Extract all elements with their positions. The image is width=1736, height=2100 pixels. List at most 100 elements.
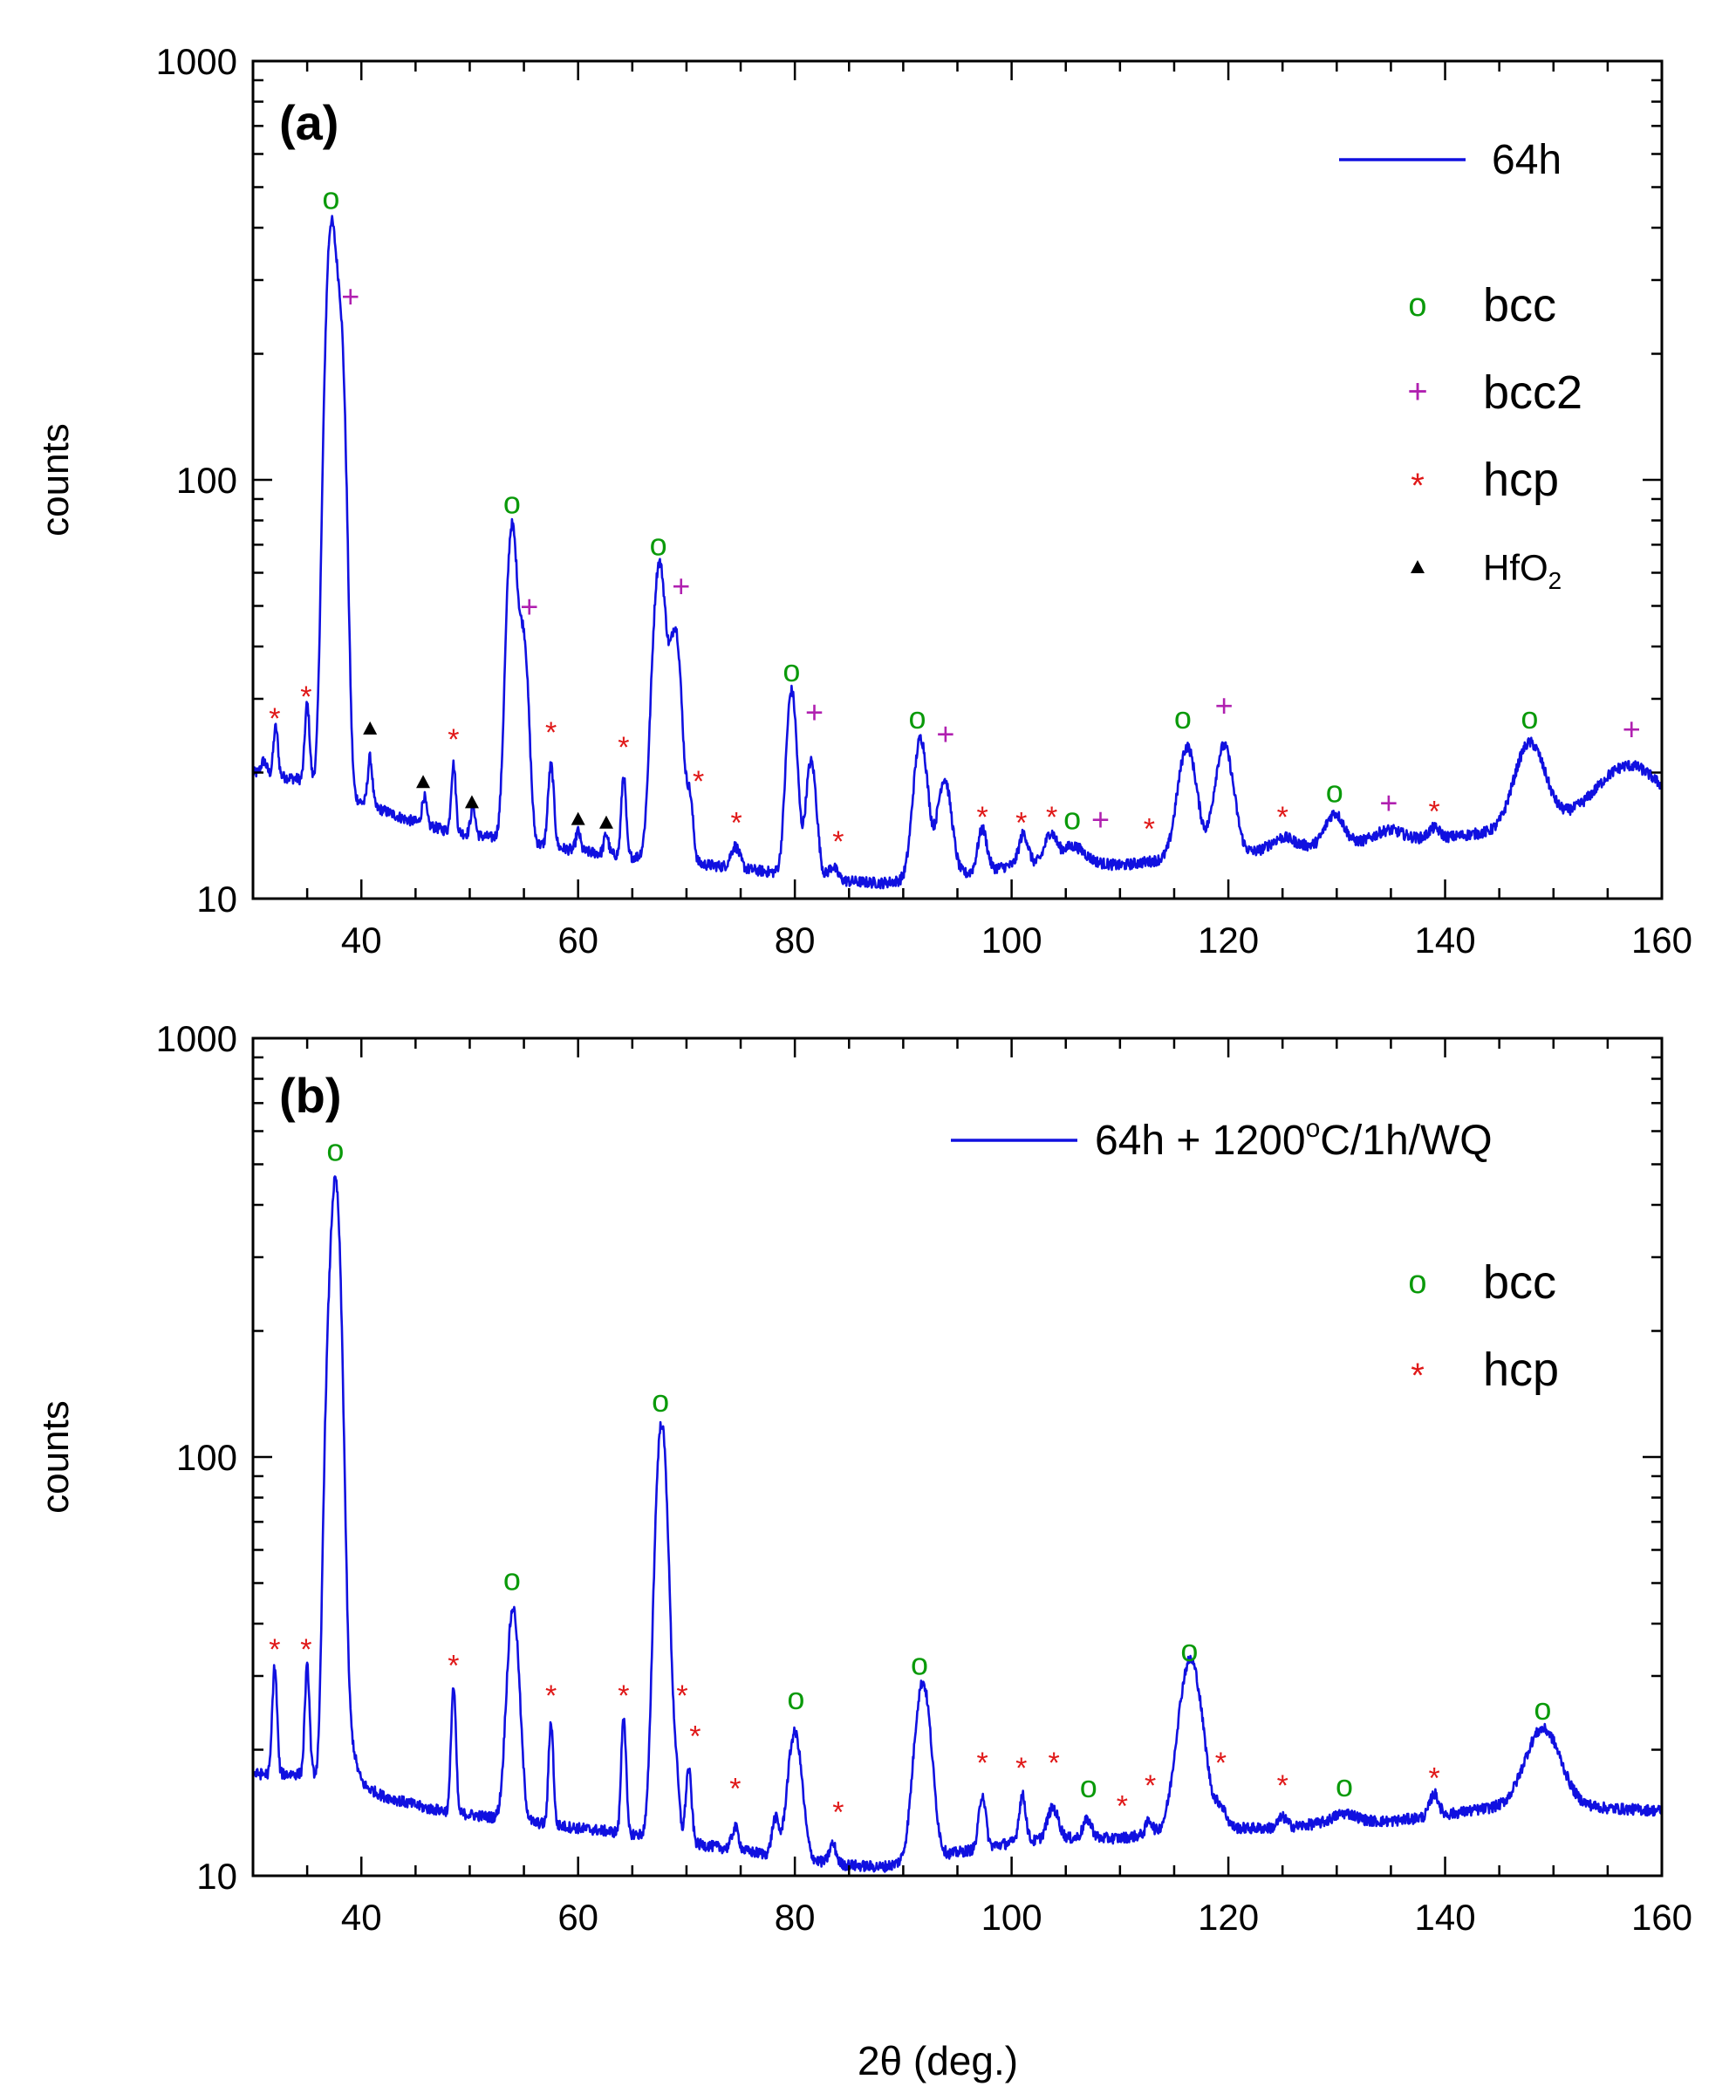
diffraction-curve [253, 1175, 1662, 1873]
x-tick-label: 120 [1198, 920, 1259, 961]
bcc-marker: o [1521, 700, 1538, 735]
hcp-marker: * [676, 1679, 687, 1713]
diffraction-curve [253, 215, 1662, 890]
hcp-marker: * [269, 1633, 280, 1666]
plot-frame [251, 1036, 1664, 1878]
y-tick-label: 1000 [156, 41, 237, 82]
bcc-marker: o [1534, 1691, 1551, 1727]
hcp-marker: * [618, 1679, 629, 1713]
legend-bcc2-label: bcc2 [1483, 366, 1582, 419]
bcc-marker: o [911, 1646, 928, 1682]
hcp-marker: * [832, 1796, 844, 1830]
hfo2-marker [464, 795, 479, 809]
hcp-marker: * [1277, 801, 1288, 834]
legend-label-superscript: o [1306, 1114, 1321, 1143]
y-axis-label: counts [34, 423, 77, 537]
hcp-marker: * [1046, 801, 1057, 834]
bcc-marker: o [503, 1561, 521, 1597]
hcp-marker: * [1117, 1789, 1128, 1823]
legend-bcc-label: bcc [1483, 279, 1556, 332]
bcc2-marker: + [341, 278, 359, 314]
legend-bcc-symbol: o [1408, 287, 1426, 324]
hcp-marker: * [1145, 1769, 1156, 1802]
bcc2-marker: + [1623, 711, 1641, 747]
hcp-marker: * [300, 1633, 311, 1666]
hcp-marker: * [448, 723, 459, 756]
bcc-marker: o [1326, 773, 1343, 809]
x-axis-label: 2θ (deg.) [858, 2038, 1018, 2083]
hcp-marker: * [976, 801, 988, 834]
legend-hcp-symbol: * [1411, 467, 1425, 505]
legend-hfo2-symbol [1411, 560, 1425, 573]
legend-hcp-label: hcp [1483, 454, 1559, 506]
hcp-marker: * [689, 1720, 701, 1754]
bcc2-marker: + [1091, 802, 1110, 838]
hcp-marker: * [1015, 807, 1027, 840]
bcc2-marker: + [1379, 784, 1398, 820]
y-axis-label: counts [34, 1400, 77, 1514]
hcp-marker: * [693, 765, 704, 798]
legend-hcp-label: hcp [1483, 1344, 1559, 1396]
x-tick-label: 160 [1631, 1897, 1692, 1938]
legend-label-part: C/1h/WQ [1320, 1118, 1492, 1164]
legend-label-subscript: 2 [1548, 567, 1562, 594]
legend-line-label: 64h [1492, 137, 1562, 183]
bcc-marker: o [1336, 1768, 1353, 1803]
x-tick-label: 100 [981, 1897, 1042, 1938]
bcc-marker: o [503, 485, 521, 521]
hcp-marker: * [1428, 796, 1439, 829]
x-tick-label: 80 [775, 1897, 816, 1938]
bcc2-marker: + [805, 694, 824, 729]
x-tick-label: 100 [981, 920, 1042, 961]
bcc-marker: o [1174, 700, 1192, 735]
bcc-marker: o [787, 1680, 804, 1716]
legend: 64h o bcc + bcc2 * hcp HfO2 [1339, 137, 1582, 594]
hcp-marker: * [618, 731, 629, 764]
hcp-marker: * [1048, 1747, 1059, 1780]
bcc-marker: o [652, 1383, 669, 1419]
x-tick-label: 60 [557, 920, 598, 961]
legend-hcp-symbol: * [1411, 1357, 1425, 1395]
bcc-marker: o [322, 180, 339, 215]
bcc-marker: o [783, 653, 800, 688]
hcp-marker: * [448, 1649, 459, 1682]
x-tick-label: 60 [557, 1897, 598, 1938]
panel-a: 40 60 80 100 120 140 160101001000counts(a)o+o+… [34, 41, 1692, 961]
x-tick-label: 140 [1414, 920, 1475, 961]
legend-line-label: 64h + 1200oC/1h/WQ [1095, 1114, 1493, 1164]
bcc-marker: o [650, 526, 667, 562]
hcp-marker: * [729, 1773, 741, 1806]
x-tick-label: 80 [775, 920, 816, 961]
legend-bcc-symbol: o [1408, 1264, 1426, 1301]
x-tick-label: 40 [341, 920, 382, 961]
hcp-marker: * [269, 702, 280, 735]
y-tick-label: 10 [196, 879, 237, 920]
panel-label: (b) [279, 1068, 342, 1123]
legend: 64h + 1200oC/1h/WQo bcc* hcp [951, 1114, 1559, 1396]
x-tick-label: 160 [1631, 920, 1692, 961]
x-tick-label: 140 [1414, 1897, 1475, 1938]
bcc-marker: o [909, 700, 926, 735]
legend-bcc-label: bcc [1483, 1256, 1556, 1309]
bcc-marker: o [1063, 801, 1081, 837]
hfo2-marker [571, 811, 585, 825]
hcp-marker: * [1277, 1769, 1288, 1802]
hcp-marker: * [1015, 1752, 1027, 1785]
y-tick-label: 10 [196, 1856, 237, 1897]
hfo2-marker [598, 815, 613, 829]
hfo2-marker [363, 721, 378, 735]
x-tick-label: 40 [341, 1897, 382, 1938]
hcp-marker: * [832, 825, 844, 858]
hcp-marker: * [300, 681, 311, 714]
hcp-marker: * [545, 1679, 557, 1713]
legend-label-part: 64h + 1200 [1095, 1118, 1306, 1164]
y-tick-label: 1000 [156, 1018, 237, 1059]
hcp-marker: * [976, 1747, 988, 1780]
panel-label: (a) [279, 95, 338, 150]
bcc-marker: o [1180, 1632, 1198, 1668]
hcp-marker: * [545, 716, 557, 749]
bcc2-marker: + [520, 588, 538, 624]
hcp-marker: * [730, 807, 742, 840]
hcp-marker: * [1215, 1747, 1227, 1780]
